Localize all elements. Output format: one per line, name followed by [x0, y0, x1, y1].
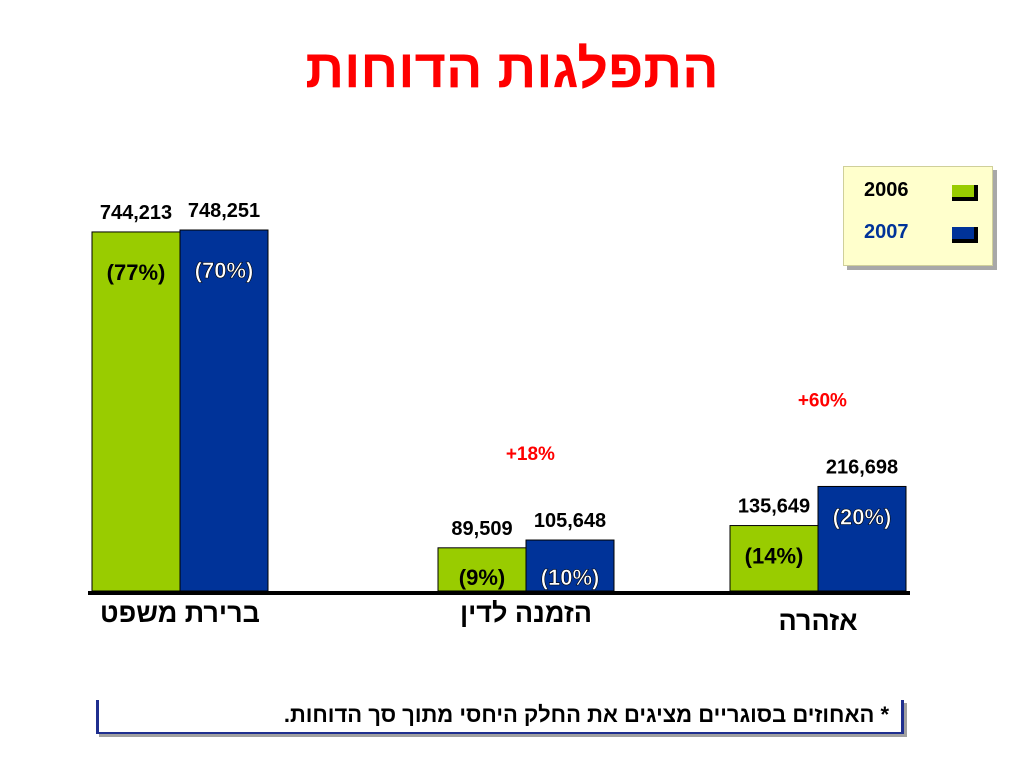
share-label-2007-2: (10%) [541, 565, 600, 590]
legend-entry-2006: 2006 [844, 179, 992, 209]
value-label-2007-2: 105,648 [534, 510, 606, 532]
growth-label-3: +60% [798, 390, 847, 411]
legend-label-2006: 2006 [864, 179, 909, 201]
share-label-2006-1: (77%) [107, 260, 166, 285]
value-label-2006-1: 744,213 [100, 202, 172, 224]
footnote: * האחוזים בסוגריים מציגים את החלק היחסי … [96, 700, 904, 734]
category-label-3: אזהרה [779, 606, 858, 636]
legend-swatch-2006 [952, 185, 978, 201]
legend-label-2007: 2007 [864, 221, 909, 243]
bar-2006-3 [729, 525, 819, 592]
bar-2007-2 [525, 539, 615, 592]
legend: 2006 2007 [843, 166, 993, 266]
category-label-2: הזמנה לדין [460, 598, 592, 628]
value-label-2007-1: 748,251 [188, 200, 260, 222]
value-label-2006-3: 135,649 [738, 496, 810, 518]
growth-label-2: +18% [506, 444, 555, 465]
bar-2006-2 [437, 547, 527, 592]
category-label-1: ברירת משפט [100, 598, 260, 628]
share-label-2007-3: (20%) [833, 504, 892, 529]
bar-2006-1 [91, 231, 181, 592]
share-label-2006-3: (14%) [745, 544, 804, 569]
value-label-2007-3: 216,698 [826, 456, 898, 478]
legend-swatch-2007 [952, 227, 978, 243]
share-label-2006-2: (9%) [459, 565, 505, 590]
legend-entry-2007: 2007 [844, 221, 992, 251]
bar-2007-3 [817, 485, 907, 592]
value-label-2006-2: 89,509 [451, 518, 512, 540]
share-label-2007-1: (70%) [195, 258, 254, 283]
bar-2007-1 [179, 229, 269, 592]
chart-title: התפלגות הדוחות [305, 39, 719, 99]
